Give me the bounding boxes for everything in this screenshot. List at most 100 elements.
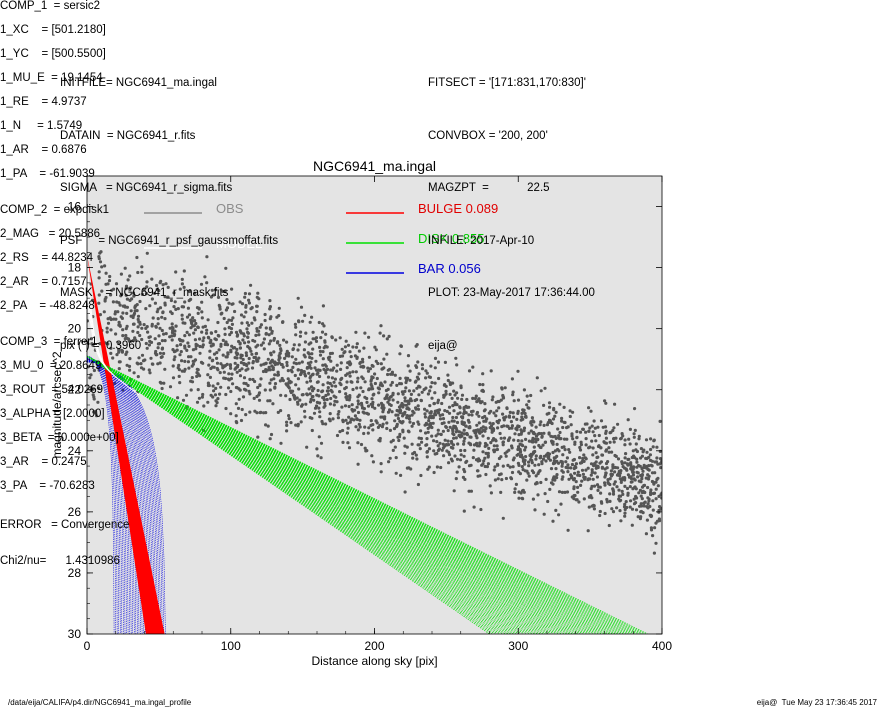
obs-point [416, 360, 420, 364]
obs-point [405, 414, 409, 418]
obs-point [448, 382, 452, 387]
obs-point [464, 411, 468, 415]
obs-point [551, 450, 555, 455]
obs-point [246, 330, 250, 334]
obs-point [285, 383, 290, 387]
obs-point [396, 416, 400, 421]
obs-point [259, 363, 263, 367]
obs-point [571, 458, 575, 462]
obs-point [619, 519, 623, 523]
obs-point [629, 499, 633, 503]
obs-point [380, 425, 384, 429]
obs-point [515, 417, 519, 421]
obs-point [446, 378, 450, 383]
obs-point [310, 428, 314, 433]
obs-point [138, 333, 142, 338]
obs-point [430, 414, 434, 419]
obs-point [218, 307, 222, 311]
obs-point [182, 269, 186, 273]
obs-point [185, 315, 190, 319]
obs-point [617, 494, 621, 498]
obs-point [219, 385, 223, 389]
obs-point [580, 468, 585, 472]
obs-point [488, 426, 492, 430]
header-convbox: CONVBOX = '200, 200' [428, 129, 548, 142]
obs-point [405, 445, 409, 449]
obs-point [543, 492, 547, 496]
obs-point [648, 458, 653, 462]
obs-point [227, 372, 231, 376]
header-sigma: SIGMA = NGC6941_r_sigma.fits [60, 182, 233, 194]
obs-point [598, 509, 602, 514]
obs-point [206, 335, 210, 339]
obs-point [386, 410, 391, 414]
obs-point [193, 358, 198, 362]
obs-point [328, 419, 332, 423]
obs-point [382, 334, 386, 338]
obs-point [354, 330, 358, 334]
obs-point [303, 415, 307, 419]
obs-point [109, 328, 113, 332]
obs-point [415, 386, 419, 390]
obs-point [454, 415, 458, 420]
obs-point [158, 361, 162, 365]
obs-point [238, 341, 242, 345]
obs-point [151, 316, 155, 320]
obs-point [264, 326, 268, 330]
obs-point [557, 490, 562, 494]
obs-point [441, 446, 445, 450]
y-tick-label: 18 [68, 261, 82, 275]
obs-point [430, 434, 434, 438]
obs-point [303, 372, 307, 376]
obs-point [564, 465, 568, 469]
obs-point [229, 389, 233, 394]
obs-point [452, 409, 456, 413]
obs-point [547, 431, 551, 435]
obs-point [439, 465, 443, 470]
obs-point [178, 381, 182, 385]
obs-point [393, 373, 397, 377]
obs-point [645, 450, 649, 454]
obs-point [294, 383, 298, 387]
obs-point [138, 299, 142, 304]
obs-point [619, 480, 623, 484]
obs-point [224, 308, 228, 312]
obs-point [180, 359, 184, 363]
obs-point [321, 363, 325, 367]
obs-point [123, 266, 127, 270]
obs-point [654, 487, 658, 491]
obs-point [406, 354, 411, 358]
obs-point [518, 472, 523, 476]
obs-point [584, 468, 588, 472]
obs-point [137, 320, 141, 324]
obs-point [513, 432, 517, 436]
param-comp2-mag: 2_MAG = 20.5886 [0, 228, 101, 240]
obs-point [605, 497, 609, 502]
chart-title: NGC6941_ma.ingal [313, 158, 436, 174]
header-fitsect: FITSECT = '[171:831,170:830]' [428, 77, 586, 89]
obs-point [516, 461, 521, 465]
obs-point [442, 454, 446, 458]
obs-point [321, 350, 325, 354]
obs-point [610, 507, 614, 511]
obs-point [231, 382, 235, 386]
obs-point [510, 377, 514, 381]
obs-point [308, 379, 313, 383]
obs-point [306, 361, 310, 365]
obs-point [196, 325, 200, 330]
obs-point [597, 485, 601, 489]
obs-point [318, 345, 322, 349]
obs-point [377, 387, 381, 391]
obs-point [216, 320, 220, 325]
obs-point [140, 265, 144, 269]
obs-point [248, 410, 252, 414]
obs-point [435, 440, 439, 444]
obs-point [657, 508, 661, 513]
obs-point [599, 446, 603, 450]
obs-point [339, 383, 343, 387]
obs-point [607, 450, 611, 454]
obs-point [646, 502, 650, 506]
obs-point [315, 372, 319, 376]
obs-point [162, 351, 166, 356]
disk-profile-line [87, 355, 549, 634]
